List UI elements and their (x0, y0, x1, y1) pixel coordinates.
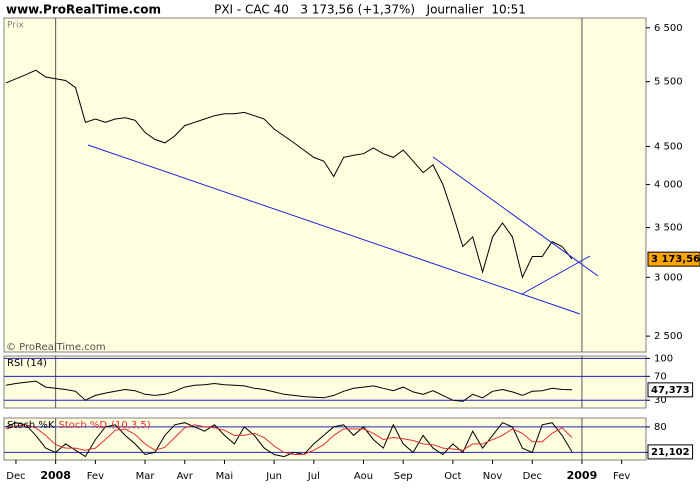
y-tick-label: 30 (654, 395, 667, 406)
current-value-box (647, 382, 694, 398)
site-name: www.ProRealTime.com (6, 3, 161, 17)
trend-lines (87, 144, 599, 315)
x-tick-label: Dec (523, 471, 542, 482)
x-tick-label: Oct (444, 471, 461, 482)
y-tick-label: 6 500 (654, 23, 683, 34)
current-value-label: 3 173,56 (651, 254, 700, 265)
x-tick-label: Fev (613, 471, 630, 482)
price-line (5, 69, 573, 279)
trend-line (432, 156, 599, 277)
legend-params: (10,3,5) (111, 420, 151, 431)
y-tick-label: 3 000 (654, 272, 683, 283)
panels: 6 500 5 500 4 500 4 000 3 500 3 000 2 500 Prix ©… (3, 17, 700, 482)
panel-title: Prix (7, 21, 24, 31)
y-tick-label: 70 (654, 371, 667, 382)
y-tick-label: 5 500 (654, 77, 683, 88)
current-value-box (647, 444, 694, 460)
price-line (5, 380, 573, 402)
y-tick-label: 80 (654, 422, 667, 433)
x-tick-label: Fev (87, 471, 104, 482)
y-tick-label: 3 500 (654, 223, 683, 234)
y-tick-label: 4 000 (654, 179, 683, 190)
current-value-label: 47,373 (651, 385, 690, 396)
panel-background (3, 17, 647, 353)
chart-title: PXI - CAC 40 3 173,56 (+1,37%) Journalie… (214, 3, 526, 17)
trend-line (521, 255, 591, 295)
series-line (5, 424, 573, 455)
panel-background (3, 355, 647, 409)
trend-line (87, 144, 581, 315)
y-tick-label: 4 500 (654, 141, 683, 152)
x-tick-label: Jun (265, 471, 282, 482)
x-tick-label: Mai (216, 471, 234, 482)
x-tick-label: Aou (354, 471, 373, 482)
x-tick-label: Sep (394, 471, 413, 482)
legend-label: Stoch %D (58, 420, 107, 431)
x-tick-label: Dec (6, 471, 25, 482)
x-tick-label: Nov (483, 471, 503, 482)
current-value-label: 21,102 (651, 447, 690, 458)
panel-note: © ProRealTime.com (6, 342, 106, 353)
y-tick-label: 100 (654, 353, 673, 364)
x-tick-label: 2009 (567, 469, 598, 482)
panel-title: RSI (14) (7, 358, 47, 369)
x-tick-label: Avr (177, 471, 194, 482)
x-tick-label: Mar (136, 471, 156, 482)
x-tick-label: Jul (307, 471, 320, 482)
current-value-box (647, 251, 700, 267)
x-tick-label: 2008 (40, 469, 71, 482)
legend-label: Stoch %K (7, 420, 55, 431)
series-line (5, 422, 573, 458)
y-tick-label: 2 500 (654, 331, 683, 342)
panel-background (3, 417, 647, 461)
